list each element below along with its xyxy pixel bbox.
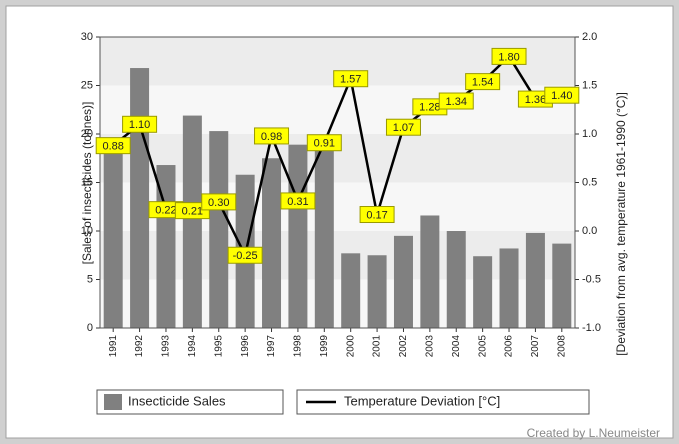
data-label: 1.40	[551, 90, 572, 102]
label-box	[438, 92, 474, 110]
label-box	[359, 206, 395, 224]
data-label: 0.17	[366, 209, 387, 221]
x-tick-label: 2005	[477, 335, 488, 358]
label-box	[465, 73, 501, 91]
data-label: 0.98	[261, 131, 282, 143]
x-tick-label: 1997	[266, 335, 277, 358]
data-label: 1.36	[525, 94, 546, 106]
x-tick-label: 2004	[451, 335, 462, 358]
y-tick-label: 30	[81, 31, 93, 43]
bar	[103, 148, 123, 328]
data-label: 1.28	[419, 102, 440, 114]
bar	[473, 256, 493, 328]
data-label: 0.91	[314, 138, 335, 150]
credit: Created by L.Neumeister	[527, 426, 660, 440]
x-tick-label: 1991	[108, 335, 119, 358]
bar	[209, 131, 229, 328]
label-box	[201, 193, 237, 211]
bar	[262, 158, 282, 328]
label-box	[254, 127, 290, 145]
grid-band	[100, 231, 575, 280]
label-box	[333, 70, 369, 88]
y-tick-label: 15	[81, 176, 93, 188]
data-label: 1.57	[340, 74, 361, 86]
x-tick-label: 2007	[530, 335, 541, 358]
data-label: 0.31	[287, 196, 308, 208]
bar	[341, 253, 361, 328]
x-tick-label: 2008	[556, 335, 567, 358]
y-tick-label: 0	[87, 322, 93, 334]
bar	[182, 115, 202, 328]
y2-tick-label: -0.5	[582, 273, 601, 285]
bar	[130, 68, 150, 328]
x-tick-label: 2003	[425, 335, 436, 358]
y2-tick-label: 2.0	[582, 31, 597, 43]
y2-axis-label: [Deviation from avg. temperature 1961-19…	[614, 92, 628, 356]
data-label: 0.30	[208, 197, 229, 209]
data-label: 1.54	[472, 77, 493, 89]
y-axis-label: [Sales of insecticides (tonnes)]	[80, 102, 94, 265]
plot-border	[99, 36, 576, 329]
label-box	[174, 202, 210, 220]
x-tick-label: 1992	[134, 335, 145, 358]
data-label: 0.88	[102, 141, 123, 153]
legend-label: Temperature Deviation [°C]	[344, 393, 500, 408]
x-tick-label: 2006	[504, 335, 515, 358]
x-tick-label: 1993	[161, 335, 172, 358]
legend-swatch	[104, 394, 122, 410]
bar	[314, 147, 334, 328]
y-tick-label: 20	[81, 128, 93, 140]
data-label: 1.80	[498, 51, 519, 63]
bar	[288, 144, 308, 328]
x-tick-label: 2002	[398, 335, 409, 358]
bar	[393, 235, 413, 328]
bar	[420, 215, 440, 328]
data-label: 1.07	[393, 122, 414, 134]
label-box	[280, 192, 316, 210]
bar	[367, 255, 387, 328]
y2-tick-label: 0.0	[582, 225, 597, 237]
bar	[446, 231, 466, 328]
x-tick-label: 2001	[372, 335, 383, 358]
x-tick-label: 1994	[187, 335, 198, 358]
x-tick-label: 1996	[240, 335, 251, 358]
data-label: -0.25	[233, 250, 258, 262]
y-tick-label: 5	[87, 273, 93, 285]
legend-label: Insecticide Sales	[128, 393, 226, 408]
legend-box	[96, 389, 284, 415]
x-tick-label: 1998	[293, 335, 304, 358]
label-box	[306, 134, 342, 152]
label-box	[95, 137, 131, 155]
y2-tick-label: 1.0	[582, 128, 597, 140]
y2-tick-label: -1.0	[582, 322, 601, 334]
label-box	[385, 118, 421, 136]
y-tick-label: 10	[81, 225, 93, 237]
y-tick-label: 25	[81, 79, 93, 91]
label-box	[491, 47, 527, 65]
y2-tick-label: 0.5	[582, 176, 597, 188]
label-box	[122, 115, 158, 133]
data-label: 0.22	[155, 205, 176, 217]
bar	[552, 243, 572, 328]
data-label: 0.21	[182, 206, 203, 218]
x-tick-label: 2000	[345, 335, 356, 358]
y2-tick-label: 1.5	[582, 79, 597, 91]
label-box	[227, 246, 263, 264]
bar	[525, 232, 545, 328]
x-tick-label: 1995	[213, 335, 224, 358]
label-box	[544, 86, 580, 104]
bar	[499, 248, 519, 328]
data-label: 1.10	[129, 119, 150, 131]
x-tick-label: 1999	[319, 335, 330, 358]
data-label: 1.34	[446, 96, 467, 108]
legend-box	[296, 389, 590, 415]
